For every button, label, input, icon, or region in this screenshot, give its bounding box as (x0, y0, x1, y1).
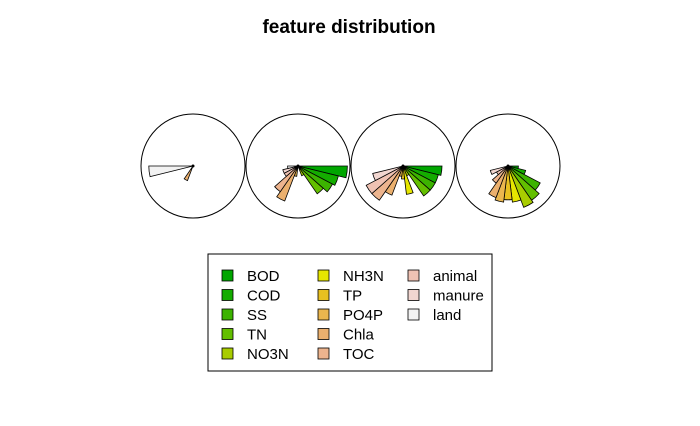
segment-nh3n (507, 165, 522, 203)
legend-item-manure: manure (407, 288, 484, 305)
legend-item-toc: TOC (317, 346, 375, 363)
legend-label: BOD (247, 268, 280, 285)
star-center-point (506, 164, 510, 168)
segment-chla (276, 165, 299, 202)
legend-item-cod: COD (221, 288, 281, 305)
legend-item-tp: TP (317, 288, 362, 305)
segment-no3n (297, 165, 305, 177)
legend-label: NO3N (247, 346, 289, 363)
segment-manure (282, 165, 299, 174)
star-4 (455, 113, 561, 219)
legend-swatch (221, 347, 234, 360)
star-1 (140, 113, 246, 219)
legend-label: TN (247, 327, 267, 344)
legend-label: Chla (343, 327, 375, 344)
legend-item-tn: TN (221, 327, 267, 344)
legend-item-po4p: PO4P (317, 307, 383, 324)
legend-label: NH3N (343, 268, 384, 285)
legend-swatch (407, 269, 420, 282)
legend-item-land: land (407, 307, 461, 324)
segment-ss (297, 165, 334, 193)
segment-land (148, 165, 194, 178)
star-outline-circle (140, 113, 246, 219)
segment-manure (489, 165, 509, 176)
legend-label: TP (343, 288, 362, 305)
legend-item-bod: BOD (221, 268, 280, 285)
legend-label: TOC (343, 346, 375, 363)
legend-item-chla: Chla (317, 327, 375, 344)
segment-animal (365, 165, 404, 195)
legend-label: land (433, 307, 461, 324)
segment-no3n (507, 165, 534, 208)
legend-swatch (221, 328, 234, 340)
legend-item-ss: SS (221, 307, 267, 324)
star-center-point (296, 164, 300, 168)
legend-label: SS (247, 307, 267, 324)
legend-item-no3n: NO3N (221, 346, 289, 363)
star-2 (245, 113, 351, 219)
legend-label: PO4P (343, 307, 383, 324)
segment-chla (183, 165, 194, 182)
star-outline-circle (350, 113, 456, 219)
legend-swatch (317, 308, 330, 321)
segment-land (287, 165, 299, 169)
legend: BOD COD SS TN NO3N NH3N TP PO4P Chla TOC animal man… (221, 268, 484, 363)
star-outline-circle (245, 113, 351, 219)
segment-nh3n (402, 165, 414, 195)
star-outline-circle (455, 113, 561, 219)
segment-tn (402, 165, 431, 197)
legend-label: COD (247, 288, 281, 305)
legend-item-nh3n: NH3N (317, 268, 384, 285)
segment-toc (274, 165, 299, 193)
star-3 (350, 113, 456, 219)
star-center-point (191, 164, 195, 168)
chart-title: feature distribution (262, 17, 435, 38)
legend-swatch (221, 269, 234, 282)
legend-label: animal (433, 268, 477, 285)
legend-swatch (407, 289, 420, 301)
segment-tn (297, 165, 324, 195)
segment-toc (491, 165, 509, 184)
segment-manure (372, 165, 404, 182)
legend-item-animal: animal (407, 268, 477, 285)
legend-swatch (221, 308, 234, 321)
segment-cod (297, 165, 339, 186)
legend-swatch (317, 347, 330, 360)
legend-swatch (221, 289, 234, 301)
segment-chla (488, 165, 509, 199)
legend-label: manure (433, 288, 484, 305)
legend-swatch (317, 289, 330, 301)
legend-box (207, 253, 493, 372)
stars-group (140, 113, 561, 219)
legend-swatch (317, 328, 330, 340)
legend-swatch (407, 308, 420, 321)
star-center-point (401, 164, 405, 168)
legend-swatch (317, 269, 330, 282)
